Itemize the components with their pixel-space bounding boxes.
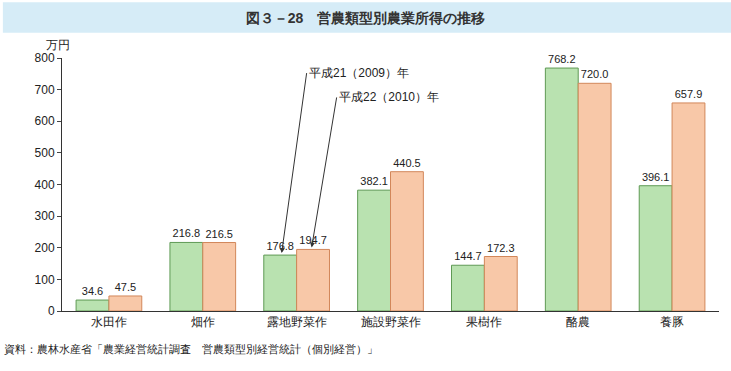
svg-text:800: 800	[35, 51, 55, 65]
svg-text:144.7: 144.7	[454, 250, 482, 262]
svg-text:600: 600	[35, 114, 55, 128]
svg-text:酪農: 酪農	[566, 315, 590, 329]
svg-text:194.7: 194.7	[299, 234, 327, 246]
svg-text:440.5: 440.5	[393, 157, 421, 169]
svg-text:平成21（2009）年: 平成21（2009）年	[309, 66, 409, 80]
svg-text:露地野菜作: 露地野菜作	[267, 315, 327, 329]
svg-text:720.0: 720.0	[581, 68, 609, 80]
svg-text:172.3: 172.3	[487, 242, 515, 254]
svg-text:700: 700	[35, 83, 55, 97]
svg-text:水田作: 水田作	[91, 315, 127, 329]
svg-text:216.8: 216.8	[173, 227, 201, 239]
svg-text:176.8: 176.8	[266, 240, 294, 252]
svg-text:768.2: 768.2	[548, 53, 576, 65]
svg-text:34.6: 34.6	[82, 285, 103, 297]
svg-text:400: 400	[35, 178, 55, 192]
svg-text:382.1: 382.1	[360, 175, 388, 187]
svg-text:500: 500	[35, 146, 55, 160]
svg-text:100: 100	[35, 273, 55, 287]
svg-text:資料：農林水産省「農業経営統計調査 営農類型別経営統計（個別: 資料：農林水産省「農業経営統計調査 営農類型別経営統計（個別経営）」	[4, 343, 378, 355]
svg-text:果樹作: 果樹作	[466, 315, 502, 329]
svg-text:図３－28 営農類型別農業所得の推移: 図３－28 営農類型別農業所得の推移	[246, 10, 486, 26]
svg-text:396.1: 396.1	[642, 171, 670, 183]
svg-text:施設野菜作: 施設野菜作	[361, 315, 421, 329]
svg-text:300: 300	[35, 209, 55, 223]
svg-text:47.5: 47.5	[115, 281, 136, 293]
svg-text:平成22（2010）年: 平成22（2010）年	[339, 90, 439, 104]
svg-text:657.9: 657.9	[675, 88, 703, 100]
svg-text:216.5: 216.5	[205, 228, 233, 240]
svg-text:0: 0	[48, 304, 55, 318]
svg-text:養豚: 養豚	[660, 315, 684, 329]
svg-text:畑作: 畑作	[191, 315, 215, 329]
svg-text:200: 200	[35, 241, 55, 255]
svg-text:万円: 万円	[46, 38, 70, 52]
